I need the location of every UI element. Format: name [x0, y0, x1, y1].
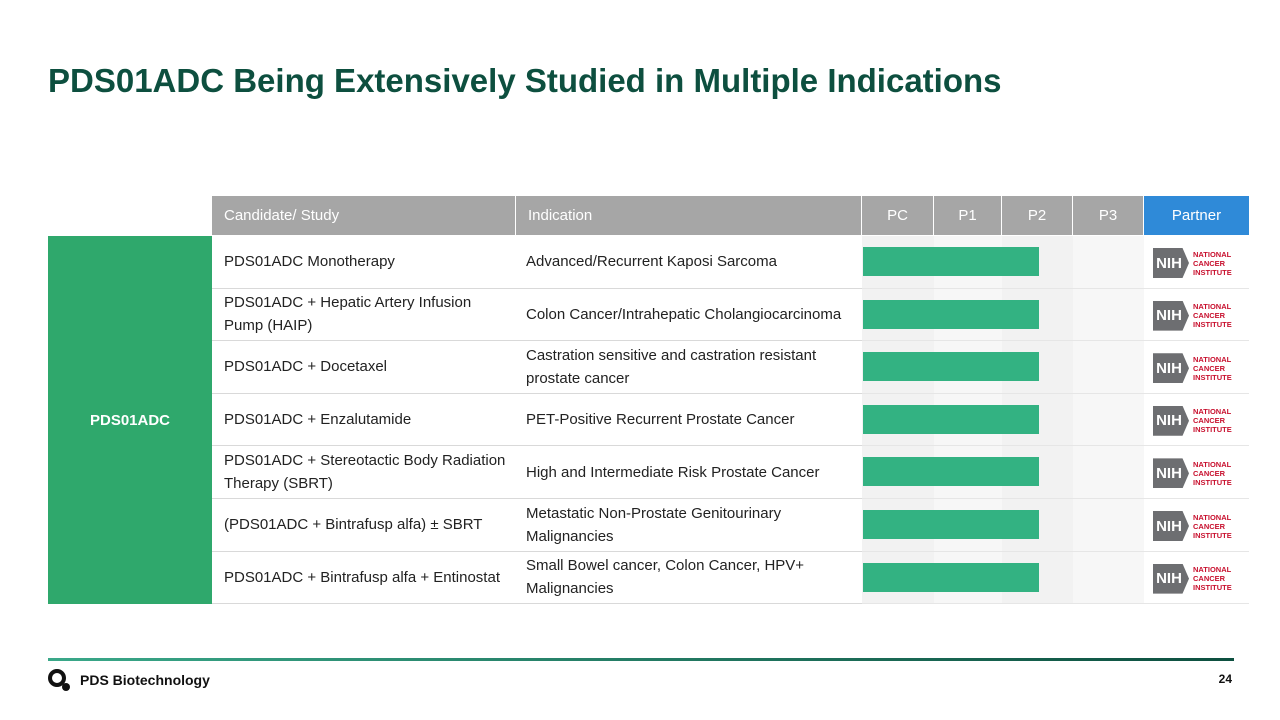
partner-name-line: NATIONAL — [1193, 249, 1232, 259]
partner-mark: NIH — [1153, 511, 1189, 541]
partner-name-line: INSTITUTE — [1193, 477, 1232, 487]
partner-name-line: INSTITUTE — [1193, 530, 1232, 540]
study-cell: PDS01ADC + Enzalutamide — [212, 394, 516, 447]
partner-mark: NIH — [1153, 458, 1189, 489]
partner-mark: NIH — [1153, 405, 1189, 436]
indication-cell: Metastatic Non-Prostate Genitourinary Ma… — [516, 499, 862, 552]
study-cell: PDS01ADC Monotherapy — [212, 236, 516, 289]
partner-name-line: INSTITUTE — [1193, 267, 1232, 277]
phase-cell — [1073, 446, 1144, 499]
partner-name-line: CANCER — [1193, 258, 1226, 268]
partner-logo: NIH NATIONAL CANCER INSTITUTE — [1153, 457, 1232, 489]
slide-title: PDS01ADC Being Extensively Studied in Mu… — [48, 62, 1002, 99]
partner-logo: NIH NATIONAL CANCER INSTITUTE — [1153, 563, 1232, 595]
partner-name-line: INSTITUTE — [1193, 425, 1232, 435]
table-header: PC — [862, 196, 934, 235]
indication-cell: Small Bowel cancer, Colon Cancer, HPV+ M… — [516, 552, 862, 605]
partner-mark: NIH — [1153, 300, 1189, 331]
partner-name-line: CANCER — [1193, 311, 1226, 321]
phase-bar — [863, 299, 1039, 329]
phase-cell — [1073, 393, 1144, 447]
partner-name-line: CANCER — [1193, 468, 1226, 478]
partner-name-line: NATIONAL — [1193, 459, 1232, 469]
phase-cell — [1073, 499, 1144, 552]
partner-name-line: NATIONAL — [1193, 565, 1232, 575]
partner-name-line: NATIONAL — [1193, 354, 1232, 364]
table-header: Candidate/ Study — [212, 196, 516, 235]
partner-name-line: CANCER — [1193, 363, 1226, 373]
partner-name: NATIONAL CANCER INSTITUTE — [1193, 355, 1232, 382]
table-header: Partner — [1144, 196, 1249, 235]
partner-name: NATIONAL CANCER INSTITUTE — [1193, 407, 1232, 434]
table-header: P1 — [934, 196, 1002, 235]
company-name: PDS Biotechnology — [80, 672, 210, 688]
partner-logo: NIH NATIONAL CANCER INSTITUTE — [1153, 247, 1232, 279]
partner-logo: NIH NATIONAL CANCER INSTITUTE — [1153, 352, 1232, 384]
partner-name-line: NATIONAL — [1193, 512, 1232, 522]
group-cell: PDS01ADC — [48, 236, 212, 604]
partner-name-line: CANCER — [1193, 521, 1226, 531]
phase-bar — [863, 352, 1039, 382]
partner-name-line: INSTITUTE — [1193, 372, 1232, 382]
partner-name-line: INSTITUTE — [1193, 320, 1232, 330]
indication-cell: PET-Positive Recurrent Prostate Cancer — [516, 394, 862, 447]
study-cell: PDS01ADC + Docetaxel — [212, 341, 516, 394]
partner-name: NATIONAL CANCER INSTITUTE — [1193, 460, 1232, 487]
footer-rule — [48, 658, 1234, 661]
study-cell: PDS01ADC + Hepatic Artery Infusion Pump … — [212, 289, 516, 342]
indication-cell: Colon Cancer/Intrahepatic Cholangiocarci… — [516, 289, 862, 342]
page-number: 24 — [1218, 672, 1232, 686]
partner-name-line: CANCER — [1193, 416, 1226, 426]
phase-bar — [863, 457, 1039, 487]
table-header: P3 — [1073, 196, 1144, 235]
table-header: Indication — [516, 196, 862, 235]
partner-name: NATIONAL CANCER INSTITUTE — [1193, 302, 1232, 329]
phase-cell — [1073, 236, 1144, 289]
partner-logo: NIH NATIONAL CANCER INSTITUTE — [1153, 300, 1232, 332]
phase-bar — [863, 562, 1039, 592]
partner-mark: NIH — [1153, 248, 1189, 278]
partner-mark: NIH — [1153, 563, 1189, 594]
indication-cell: High and Intermediate Risk Prostate Canc… — [516, 446, 862, 499]
indication-cell: Advanced/Recurrent Kaposi Sarcoma — [516, 236, 862, 289]
table-header: P2 — [1002, 196, 1073, 235]
phase-bar — [863, 510, 1039, 539]
partner-name: NATIONAL CANCER INSTITUTE — [1193, 513, 1232, 540]
phase-cell — [1073, 288, 1144, 342]
study-cell: PDS01ADC + Stereotactic Body Radiation T… — [212, 446, 516, 499]
partner-name-line: INSTITUTE — [1193, 583, 1232, 593]
phase-bar — [863, 247, 1039, 276]
phase-bar — [863, 404, 1039, 434]
partner-name-line: NATIONAL — [1193, 407, 1232, 417]
phase-cell — [1073, 551, 1144, 605]
study-cell: PDS01ADC + Bintrafusp alfa + Entinostat — [212, 552, 516, 605]
partner-logo: NIH NATIONAL CANCER INSTITUTE — [1153, 405, 1232, 437]
partner-logo: NIH NATIONAL CANCER INSTITUTE — [1153, 510, 1232, 542]
indication-cell: Castration sensitive and castration resi… — [516, 341, 862, 394]
partner-name: NATIONAL CANCER INSTITUTE — [1193, 250, 1232, 277]
partner-mark: NIH — [1153, 353, 1189, 384]
partner-name-line: CANCER — [1193, 574, 1226, 584]
study-cell: (PDS01ADC + Bintrafusp alfa) ± SBRT — [212, 499, 516, 552]
partner-name: NATIONAL CANCER INSTITUTE — [1193, 565, 1232, 592]
company-logo — [48, 669, 70, 691]
phase-cell — [1073, 341, 1144, 394]
partner-name-line: NATIONAL — [1193, 302, 1232, 312]
